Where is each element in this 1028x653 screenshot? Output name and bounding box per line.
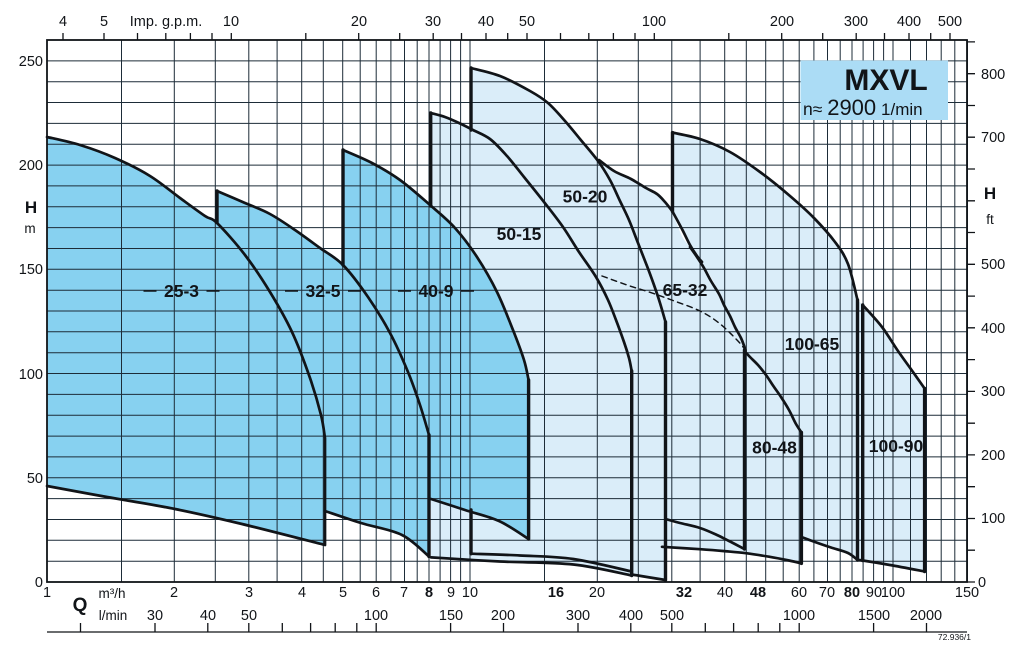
- svg-text:50: 50: [27, 471, 43, 487]
- svg-text:72.936/1: 72.936/1: [938, 632, 971, 642]
- svg-text:100: 100: [981, 511, 1005, 527]
- svg-text:5: 5: [339, 585, 347, 601]
- svg-text:80: 80: [844, 585, 860, 601]
- svg-text:500: 500: [660, 608, 684, 624]
- svg-text:400: 400: [619, 608, 643, 624]
- svg-text:10: 10: [223, 14, 239, 30]
- svg-text:40: 40: [200, 608, 216, 624]
- svg-text:7: 7: [400, 585, 408, 601]
- svg-text:m³/h: m³/h: [99, 586, 126, 601]
- svg-text:16: 16: [548, 585, 564, 601]
- svg-text:70: 70: [819, 585, 835, 601]
- svg-text:1000: 1000: [783, 608, 815, 624]
- svg-text:200: 200: [981, 448, 1005, 464]
- svg-text:150: 150: [439, 608, 463, 624]
- svg-text:20: 20: [351, 14, 367, 30]
- svg-text:700: 700: [981, 130, 1005, 146]
- svg-text:32: 32: [676, 585, 692, 601]
- svg-text:65-32: 65-32: [663, 280, 708, 300]
- svg-text:3: 3: [245, 585, 253, 601]
- svg-text:100: 100: [364, 608, 388, 624]
- svg-text:ft: ft: [986, 212, 994, 227]
- svg-text:400: 400: [897, 14, 921, 30]
- svg-text:40: 40: [478, 14, 494, 30]
- svg-text:400: 400: [981, 321, 1005, 337]
- svg-text:40-9: 40-9: [418, 281, 453, 301]
- svg-text:300: 300: [981, 384, 1005, 400]
- svg-text:200: 200: [19, 158, 43, 174]
- svg-text:Imp. g.p.m.: Imp. g.p.m.: [130, 14, 203, 30]
- svg-text:4: 4: [59, 14, 67, 30]
- svg-text:500: 500: [938, 14, 962, 30]
- svg-text:200: 200: [491, 608, 515, 624]
- svg-text:48: 48: [750, 585, 766, 601]
- svg-text:5: 5: [100, 14, 108, 30]
- svg-text:30: 30: [147, 608, 163, 624]
- svg-text:500: 500: [981, 257, 1005, 273]
- svg-text:MXVL: MXVL: [844, 64, 927, 97]
- svg-text:50-15: 50-15: [497, 224, 542, 244]
- svg-text:0: 0: [35, 575, 43, 591]
- svg-text:n≈ 2900 1/min: n≈ 2900 1/min: [803, 95, 923, 120]
- svg-text:1: 1: [43, 585, 51, 601]
- svg-text:25-3: 25-3: [164, 281, 199, 301]
- svg-text:300: 300: [844, 14, 868, 30]
- svg-text:32-5: 32-5: [305, 281, 340, 301]
- svg-text:8: 8: [425, 585, 433, 601]
- svg-text:H: H: [25, 198, 37, 217]
- svg-text:50: 50: [241, 608, 257, 624]
- svg-text:300: 300: [566, 608, 590, 624]
- svg-text:150: 150: [955, 585, 979, 601]
- svg-text:30: 30: [425, 14, 441, 30]
- svg-text:80-48: 80-48: [752, 438, 797, 458]
- svg-text:2: 2: [170, 585, 178, 601]
- svg-text:0: 0: [978, 575, 986, 591]
- svg-text:50: 50: [519, 14, 535, 30]
- svg-text:100: 100: [642, 14, 666, 30]
- svg-text:40: 40: [717, 585, 733, 601]
- svg-text:100: 100: [19, 367, 43, 383]
- svg-text:Q: Q: [73, 595, 88, 616]
- svg-text:6: 6: [372, 585, 380, 601]
- svg-text:50-20: 50-20: [563, 187, 608, 207]
- svg-text:800: 800: [981, 67, 1005, 83]
- svg-text:4: 4: [298, 585, 306, 601]
- svg-text:90: 90: [866, 585, 882, 601]
- svg-text:150: 150: [19, 262, 43, 278]
- svg-text:10: 10: [462, 585, 478, 601]
- svg-text:2000: 2000: [910, 608, 942, 624]
- svg-text:250: 250: [19, 54, 43, 70]
- svg-text:l/min: l/min: [99, 608, 128, 623]
- svg-text:100-65: 100-65: [785, 334, 840, 354]
- svg-text:200: 200: [770, 14, 794, 30]
- svg-text:100-90: 100-90: [869, 436, 924, 456]
- svg-text:H: H: [984, 184, 996, 203]
- svg-text:60: 60: [791, 585, 807, 601]
- svg-text:m: m: [24, 221, 35, 236]
- svg-text:9: 9: [447, 585, 455, 601]
- svg-text:100: 100: [881, 585, 905, 601]
- svg-text:1500: 1500: [858, 608, 890, 624]
- svg-text:20: 20: [589, 585, 605, 601]
